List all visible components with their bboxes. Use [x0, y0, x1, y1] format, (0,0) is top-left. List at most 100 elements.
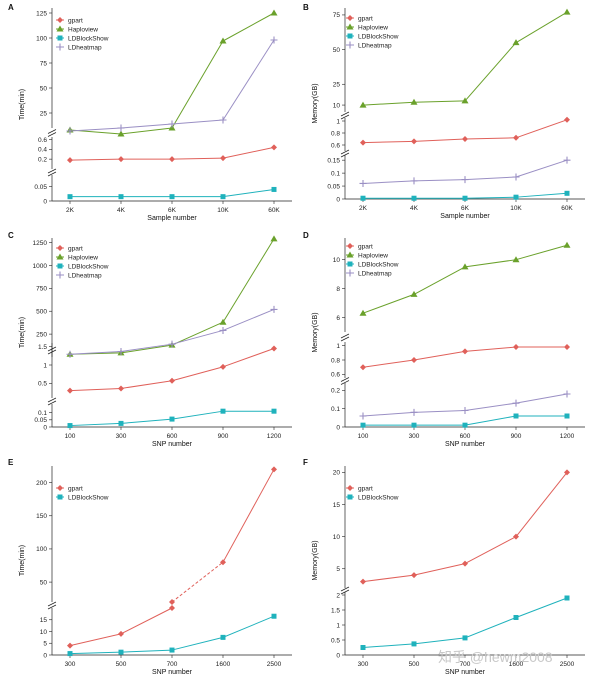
panel-a-gpart-line-segment [222, 146, 275, 159]
panel-e-gpart-point [67, 642, 73, 649]
panel-d-ldblockshow-point [513, 413, 519, 419]
panel-c-y-tick-label: 0.1 [38, 410, 47, 417]
panel-d-legend-label: LDBlockShow [358, 261, 399, 268]
panel-d-haploview-point [359, 309, 367, 316]
panel-a-legend-label: Haploview [68, 26, 98, 33]
panel-a-y-tick-label: 25 [40, 110, 48, 117]
panel-f-legend-label: LDBlockShow [358, 494, 399, 501]
panel-a-axis-break [47, 129, 57, 137]
panel-d-y-tick-label: 8 [336, 286, 340, 293]
panel-b-ldheatmap-point [461, 176, 469, 184]
panel-f-gpart-line-segment [362, 574, 415, 583]
panel-c-ldheatmap-point [168, 340, 176, 348]
panel-d-legend-label: Haploview [358, 252, 388, 259]
panel-b-x-label: Sample number [440, 213, 490, 220]
panel-b-x-tick-label: 2K [359, 205, 368, 212]
panel-b-haploview-point [512, 39, 520, 46]
panel-e-y-tick-label: 150 [36, 513, 47, 520]
panel-b-legend-label: LDheatmap [358, 42, 392, 49]
panel-f-y-tick-label: 1.5 [331, 607, 340, 614]
panel-c-ldblockshow-point [118, 420, 124, 426]
panel-c-gpart-point [220, 363, 226, 370]
panel-f-legend-marker [347, 494, 353, 500]
panel-b-ldheatmap-line-segment [515, 159, 568, 178]
panel-a-ldheatmap-line-segment [222, 39, 275, 121]
panel-e-gpart-line-segment [222, 469, 275, 563]
panel-d-x-tick-label: 100 [358, 433, 369, 440]
panel-d-x-tick-label: 900 [511, 433, 522, 440]
panel-c-ldblockshow-point [169, 416, 175, 422]
panel-a-ldblockshow-point [67, 194, 73, 200]
panel-b-gpart-point [462, 136, 468, 142]
panel-b-y-tick-label: 25 [333, 82, 341, 89]
panel-f-ldblockshow-point [360, 645, 366, 650]
panel-c-gpart-point [169, 377, 175, 384]
panel-a-gpart-point [118, 156, 124, 163]
panel-f-gpart-point [513, 533, 519, 540]
panel-f-ldblockshow-point [564, 595, 570, 601]
panel-c-haploview-line-segment [120, 344, 173, 354]
panel-b-haploview-line-segment [464, 42, 517, 102]
panel-b-ldheatmap-point [359, 179, 367, 187]
panel-f-gpart-point [360, 578, 366, 585]
panel-a-y-label: Time(min) [19, 89, 26, 120]
panel-c-gpart-point [118, 385, 124, 392]
panel-e-x-tick-label: 500 [116, 661, 127, 668]
panel-c-ldblockshow-point [271, 408, 277, 414]
panel-e-gpart-point [220, 559, 226, 566]
panel-a-haploview-point [219, 37, 227, 44]
panel-d-letter: D [303, 231, 309, 240]
panel-e-x-tick-label: 1600 [216, 661, 231, 668]
panel-a-haploview-point [270, 9, 278, 16]
panel-e-gpart-point [169, 605, 175, 611]
panel-c-ldblockshow-line-segment [171, 410, 224, 420]
panel-a-ldheatmap-line-segment [69, 127, 122, 132]
panel-c-y-tick-label: 0 [43, 424, 47, 431]
panel-a-haploview-line-segment [171, 40, 224, 129]
panel-d-haploview-point [512, 256, 520, 263]
panel-d-gpart-line-segment [362, 359, 415, 368]
panel-b-haploview-point [359, 101, 367, 108]
panel-f-legend-marker [347, 485, 353, 491]
panel-b-legend-label: Haploview [358, 24, 388, 31]
panel-d-legend-marker [347, 261, 353, 267]
panel-c-ldheatmap-line-segment [222, 308, 275, 331]
panel-c-y-tick-label: 1250 [33, 240, 48, 247]
panel-c-x-tick-label: 600 [167, 433, 178, 440]
panel-d-ldblockshow-point [564, 413, 570, 419]
panel-c-legend-label: gpart [68, 245, 83, 252]
panel-f-gpart-line-segment [413, 563, 466, 576]
panel-e-ldblockshow-line-segment [222, 615, 275, 638]
panel-b-gpart-line-segment [413, 138, 466, 142]
panel-c-ldblockshow-point [67, 423, 73, 429]
panel-e-x-tick-label: 700 [167, 661, 178, 668]
panel-b-y-tick-label: 0.15 [327, 157, 340, 164]
panel-b-haploview-line-segment [362, 101, 415, 106]
panel-d-haploview-line-segment [413, 266, 466, 295]
panel-b-ldblockshow-point [513, 194, 519, 200]
panel-e-gpart-point [169, 599, 175, 605]
panel-d-legend-marker [346, 251, 354, 258]
panel-d-legend-label: gpart [358, 243, 373, 250]
panel-d-gpart-point [513, 344, 519, 351]
panel-d-x-tick-label: 300 [409, 433, 420, 440]
panel-c-ldblockshow-line-segment [69, 422, 122, 427]
panel-b-legend-marker [346, 41, 354, 49]
panel-f-y-tick-label: 2 [336, 592, 340, 599]
panel-c-gpart-point [67, 387, 73, 394]
panel-c-y-tick-label: 0.5 [38, 381, 47, 388]
panel-e-gpart-line-segment [69, 633, 122, 647]
panel-f-ldblockshow-line-segment [362, 643, 415, 648]
panel-a-letter: A [8, 3, 14, 12]
panel-c-y-tick-label: 1.5 [38, 344, 47, 351]
panel-a-haploview-line-segment [120, 127, 173, 135]
panel-d-y-tick-label: 0.1 [331, 406, 340, 413]
panel-a-ldblockshow-point [169, 194, 175, 200]
panel-e-y-tick-label: 0 [43, 652, 47, 659]
panel-b-ldblockshow-line-segment [515, 192, 568, 198]
panel-a-x-tick-label: 2K [66, 207, 75, 214]
panel-a-x-tick-label: 6K [168, 207, 177, 214]
panel-b-y-label: Memory(GB) [312, 83, 319, 123]
panel-b-y-tick-label: 0.8 [331, 130, 340, 137]
